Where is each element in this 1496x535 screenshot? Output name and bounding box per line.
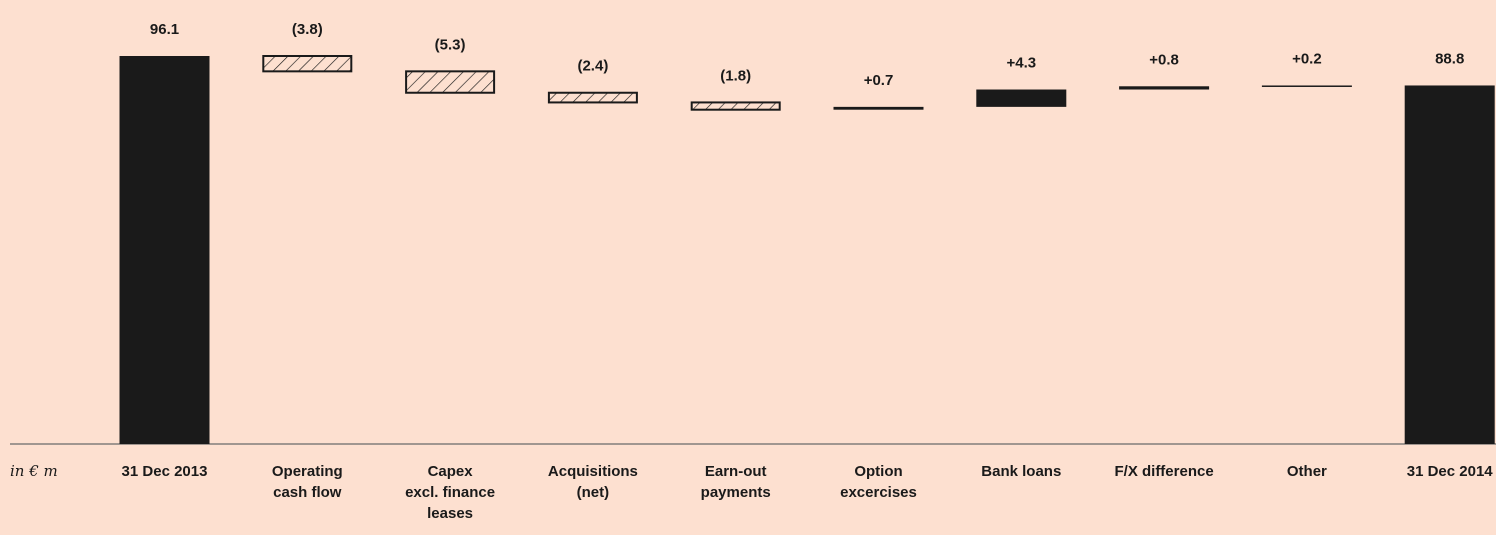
bar-8 bbox=[1261, 85, 1352, 87]
category-label-0: 31 Dec 2013 bbox=[122, 463, 208, 480]
value-label-2: (5.3) bbox=[435, 36, 466, 53]
value-label-3: (2.4) bbox=[577, 58, 608, 75]
category-label-2: Capex excl. finance leases bbox=[405, 463, 495, 522]
category-label-3: Acquisitions (net) bbox=[548, 463, 638, 501]
category-label-8: Other bbox=[1287, 463, 1327, 480]
category-label-4: Earn-out payments bbox=[701, 463, 771, 501]
value-label-1: (3.8) bbox=[292, 21, 323, 38]
category-label-5: Option excercises bbox=[840, 463, 917, 501]
value-label-9: 88.8 bbox=[1435, 50, 1464, 67]
value-label-7: +0.8 bbox=[1149, 51, 1179, 68]
value-label-5: +0.7 bbox=[864, 72, 894, 89]
bar-0 bbox=[119, 56, 210, 444]
bar-4 bbox=[690, 101, 781, 111]
unit-label: in € m bbox=[10, 462, 58, 480]
bar-3 bbox=[547, 91, 638, 104]
category-label-6: Bank loans bbox=[981, 463, 1061, 480]
value-label-6: +4.3 bbox=[1006, 55, 1036, 72]
bar-5 bbox=[833, 106, 924, 110]
bar-2 bbox=[405, 70, 496, 94]
category-label-1: Operating cash flow bbox=[272, 463, 343, 501]
bar-1 bbox=[262, 55, 353, 73]
category-label-9: 31 Dec 2014 bbox=[1407, 463, 1494, 480]
bar-7 bbox=[1119, 86, 1210, 90]
bar-6 bbox=[976, 89, 1067, 107]
value-label-0: 96.1 bbox=[150, 21, 179, 38]
value-label-4: (1.8) bbox=[720, 67, 751, 84]
bar-9 bbox=[1404, 85, 1495, 445]
value-label-8: +0.2 bbox=[1292, 50, 1322, 67]
category-label-7: F/X difference bbox=[1114, 463, 1213, 480]
